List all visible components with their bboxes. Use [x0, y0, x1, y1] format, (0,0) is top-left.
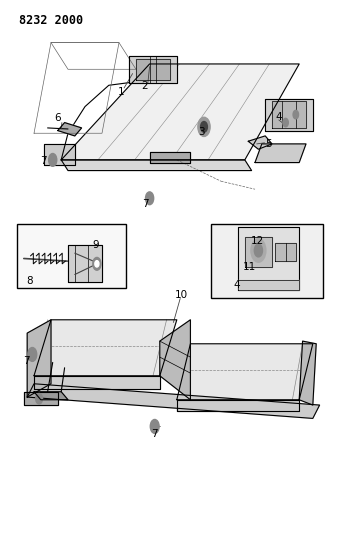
Text: 7: 7: [151, 429, 158, 439]
Text: 4: 4: [275, 112, 282, 122]
Polygon shape: [34, 320, 177, 376]
Circle shape: [49, 154, 57, 166]
Text: 7: 7: [40, 156, 47, 166]
Text: 5: 5: [265, 139, 272, 149]
Text: 10: 10: [174, 290, 187, 300]
Text: 7: 7: [142, 199, 149, 208]
Polygon shape: [275, 243, 296, 261]
Text: 9: 9: [92, 240, 99, 250]
Text: 4: 4: [233, 280, 240, 290]
Circle shape: [36, 393, 42, 404]
Polygon shape: [24, 392, 58, 405]
Polygon shape: [44, 144, 75, 165]
Polygon shape: [238, 227, 299, 290]
Polygon shape: [160, 320, 190, 400]
Polygon shape: [68, 245, 102, 282]
Text: 7: 7: [23, 356, 30, 366]
Text: 6: 6: [54, 114, 61, 123]
Text: 11: 11: [243, 262, 256, 271]
Polygon shape: [255, 144, 306, 163]
Text: 12: 12: [251, 236, 264, 246]
Circle shape: [201, 122, 207, 132]
Polygon shape: [34, 392, 68, 400]
Text: 1: 1: [117, 87, 124, 96]
Circle shape: [251, 239, 266, 262]
Text: 3: 3: [198, 127, 205, 137]
Bar: [17, 224, 126, 288]
Polygon shape: [27, 384, 320, 418]
Polygon shape: [61, 64, 299, 160]
Circle shape: [146, 192, 154, 205]
Circle shape: [198, 117, 210, 136]
Circle shape: [293, 110, 299, 119]
Circle shape: [93, 257, 101, 270]
Text: 8: 8: [27, 277, 33, 286]
Polygon shape: [238, 280, 299, 290]
Text: 2: 2: [141, 82, 148, 91]
Polygon shape: [27, 320, 51, 397]
Circle shape: [150, 419, 159, 433]
Polygon shape: [34, 376, 160, 389]
Polygon shape: [177, 400, 299, 411]
Polygon shape: [150, 152, 190, 163]
Circle shape: [28, 348, 37, 361]
Circle shape: [95, 261, 99, 267]
Polygon shape: [272, 101, 306, 128]
Polygon shape: [129, 56, 177, 83]
Circle shape: [254, 244, 262, 257]
Text: 8232 2000: 8232 2000: [19, 14, 83, 27]
Polygon shape: [265, 99, 313, 131]
Polygon shape: [248, 136, 272, 149]
Polygon shape: [177, 344, 313, 400]
Polygon shape: [61, 160, 252, 171]
Bar: [211, 224, 323, 298]
Circle shape: [283, 118, 288, 127]
Polygon shape: [58, 123, 82, 136]
Polygon shape: [299, 341, 316, 405]
Polygon shape: [245, 237, 272, 266]
Polygon shape: [136, 59, 170, 80]
